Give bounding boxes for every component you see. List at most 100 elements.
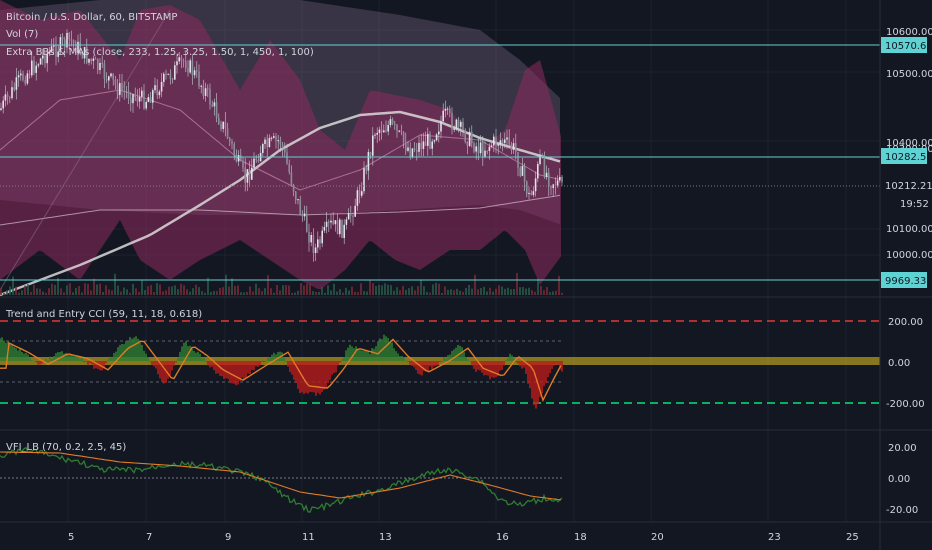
time-label: 20 [651,532,664,543]
candle-body [4,94,7,101]
volume-bar [429,292,431,295]
time-label: 18 [574,532,587,543]
volume-bar [540,286,542,295]
candle-body [398,130,400,132]
price-tag-10570[interactable]: 10570.61 [881,37,932,53]
time-label: 9 [225,532,231,543]
time-label: 25 [846,532,859,543]
volume-bar [273,292,275,295]
candle-body [187,68,189,73]
svg-text:19:52: 19:52 [900,199,929,210]
candle-body [396,125,398,131]
bb-ma-legend[interactable]: Extra BBs & MAs (close, 233, 1.25, 3.25,… [6,47,314,58]
price-pane[interactable] [0,0,880,297]
candle-body [336,220,339,235]
volume-bar [51,283,53,295]
volume-bar [426,291,428,295]
volume-bar [291,292,293,295]
volume-bar [315,291,317,295]
candle-body [521,165,524,176]
price-tag-10282[interactable]: 10282.57 [881,148,932,164]
volume-legend[interactable]: Vol (7) [6,29,38,40]
volume-bar [462,291,464,295]
candle-body [193,70,196,76]
price-tag-9969[interactable]: 9969.33 [881,272,927,288]
cci-legend[interactable]: Trend and Entry CCI (59, 11, 18, 0.618) [5,309,202,320]
volume-bar [483,286,485,295]
volume-bar [198,287,200,295]
volume-bar [225,274,227,295]
volume-bar [555,290,557,295]
time-label: 16 [496,532,509,543]
volume-bar [519,287,521,295]
moving-averages [0,9,561,297]
volume-bar [381,285,383,295]
candle-body [303,213,306,217]
candle-body [268,137,271,147]
candle-body [308,231,310,243]
volume-bar [114,273,116,295]
candle-body [493,136,495,146]
candle-body [169,73,172,79]
volume-bar [156,283,158,295]
candle-body [464,130,466,142]
candle-body [134,94,136,98]
last-price-tag[interactable]: 10212.21 [881,177,932,193]
volume-bar [513,289,515,295]
candle-body [220,124,222,129]
time-label: 7 [146,532,152,543]
vfi-legend[interactable]: VFI_LB (70, 0.2, 2.5, 45) [6,442,126,453]
candle-body [101,62,103,64]
volume-bar [453,290,455,295]
short-ma-line [0,89,561,191]
candle-body [453,128,455,130]
candle-body [55,45,57,57]
vfi-tick: 0.00 [888,474,910,485]
volume-bar [123,287,125,295]
candle-body [44,55,46,64]
volume-bar [27,284,29,295]
volume-bar [144,290,146,295]
candle-body [226,128,229,139]
candle-body [427,133,429,146]
candle-body [559,176,561,181]
volume-bar [423,286,425,295]
volume-bar [87,283,89,295]
cci-tick: 200.00 [888,317,923,328]
candle-body [262,144,264,153]
volume-bar [162,291,164,295]
candle-body [66,32,68,48]
candle-body [290,172,293,185]
candle-body [28,73,31,76]
volume-bar [477,289,479,295]
candle-body [176,61,178,66]
volume-bar [348,290,350,295]
candle-body [358,190,361,196]
volume-bar [9,286,11,295]
symbol-legend[interactable]: Bitcoin / U.S. Dollar, 60, BITSTAMP [6,12,177,23]
candle-body [510,144,513,150]
candle-body [152,90,154,103]
candle-body [418,142,420,152]
cci-tick: -200.00 [886,399,925,410]
cci-pane[interactable] [0,320,880,409]
candle-body [534,178,537,192]
volume-bar [522,287,524,295]
candle-body [297,199,299,201]
volume-bar [231,278,233,295]
candlesticks[interactable] [0,29,563,262]
volume-bar [282,285,284,295]
candle-countdown-tag: 19:52 [895,195,929,211]
volume-bar [297,290,299,295]
volume-bar [60,288,62,295]
candle-body [136,97,139,102]
volume-bar [399,290,401,295]
candle-body [158,91,161,96]
candle-body [149,97,152,103]
volume-bar [243,292,245,295]
vfi-pane[interactable] [0,446,563,513]
horizontal-lines[interactable] [0,44,880,281]
candle-body [119,82,121,95]
volume-bar [330,290,332,295]
